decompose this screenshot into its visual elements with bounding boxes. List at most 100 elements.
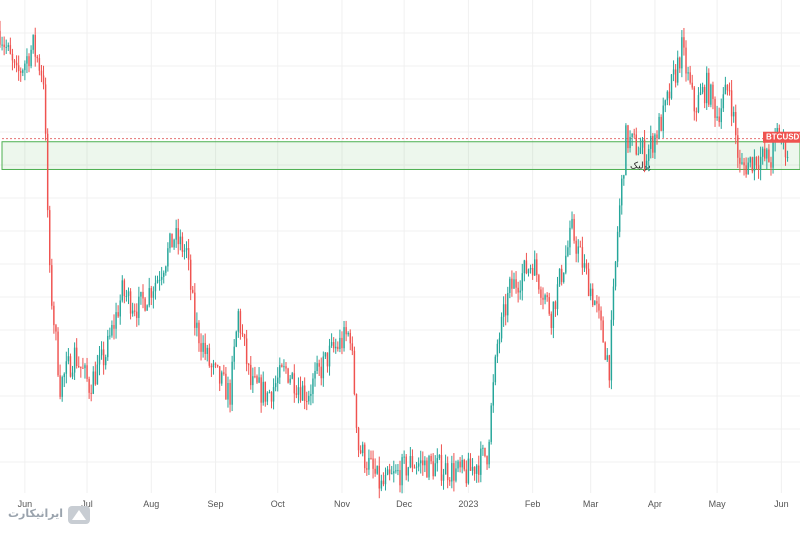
candle-up bbox=[409, 456, 412, 468]
candle-up bbox=[498, 338, 501, 344]
candle-up bbox=[442, 474, 445, 481]
price-tag: BTCUSDT bbox=[763, 131, 800, 143]
candle-up bbox=[650, 135, 652, 149]
candle-down bbox=[243, 334, 246, 339]
candle-up bbox=[185, 248, 188, 251]
candle-down bbox=[511, 278, 513, 289]
candle-up bbox=[32, 34, 34, 50]
candle-down bbox=[189, 259, 192, 290]
candle-down bbox=[478, 465, 480, 475]
logo-text: ایرانیکارت bbox=[8, 507, 63, 520]
candle-up bbox=[395, 470, 397, 472]
candle-down bbox=[42, 75, 45, 85]
candle-up bbox=[747, 162, 749, 175]
candle-down bbox=[486, 456, 488, 465]
candle-down bbox=[596, 301, 598, 304]
candle-down bbox=[353, 350, 356, 395]
candle-up bbox=[594, 301, 596, 306]
candle-up bbox=[324, 352, 327, 357]
candle-up bbox=[455, 468, 457, 481]
candle-up bbox=[623, 175, 625, 179]
candle-down bbox=[57, 331, 59, 376]
candle-up bbox=[121, 280, 124, 301]
x-axis: Jun Jul Aug Sep Oct Nov Dec 2023 Feb Mar Apr May Jun bbox=[18, 499, 789, 509]
candle-up bbox=[654, 134, 656, 153]
candle-up bbox=[699, 92, 702, 96]
candle-down bbox=[90, 392, 92, 394]
candle-up bbox=[165, 266, 167, 273]
candle-down bbox=[332, 342, 335, 349]
candle-down bbox=[351, 343, 354, 351]
candle-up bbox=[160, 276, 163, 280]
candle-down bbox=[51, 265, 53, 306]
candle-down bbox=[123, 280, 126, 297]
candle-down bbox=[194, 292, 196, 328]
candle-up bbox=[523, 260, 526, 274]
candle-down bbox=[517, 287, 519, 293]
candle-up bbox=[434, 463, 436, 477]
candle-down bbox=[426, 460, 428, 478]
candle-down bbox=[11, 53, 14, 61]
candle-up bbox=[393, 471, 395, 474]
candle-down bbox=[592, 288, 594, 306]
candle-up bbox=[666, 91, 669, 101]
candle-down bbox=[587, 268, 590, 297]
candle-down bbox=[768, 149, 770, 163]
candle-down bbox=[250, 364, 252, 386]
candle-up bbox=[111, 324, 113, 336]
candle-down bbox=[726, 84, 729, 91]
candle-up bbox=[556, 284, 559, 310]
candle-down bbox=[223, 372, 225, 374]
candle-down bbox=[364, 444, 366, 469]
candle-up bbox=[376, 465, 378, 474]
candle-down bbox=[102, 349, 105, 366]
candle-up bbox=[415, 466, 418, 468]
candle-down bbox=[144, 298, 146, 311]
candle-down bbox=[691, 82, 693, 88]
candle-down bbox=[581, 247, 584, 268]
candle-down bbox=[326, 352, 329, 367]
candle-down bbox=[177, 228, 179, 245]
candle-up bbox=[173, 239, 175, 248]
candle-up bbox=[368, 457, 370, 470]
candle-up bbox=[457, 461, 459, 469]
candle-up bbox=[500, 316, 503, 339]
candle-down bbox=[598, 303, 600, 311]
candle-down bbox=[633, 133, 635, 135]
candle-down bbox=[187, 248, 190, 260]
candle-down bbox=[306, 401, 308, 403]
candle-down bbox=[13, 60, 16, 63]
candle-down bbox=[743, 162, 745, 166]
candle-up bbox=[766, 149, 768, 159]
candle-down bbox=[17, 65, 20, 72]
candle-up bbox=[158, 279, 161, 281]
x-tick-label: Apr bbox=[648, 499, 662, 509]
candle-down bbox=[708, 72, 710, 105]
candle-down bbox=[239, 311, 242, 334]
candle-up bbox=[482, 447, 484, 449]
candle-up bbox=[759, 156, 762, 170]
candle-down bbox=[285, 366, 287, 369]
candle-up bbox=[610, 319, 613, 381]
candle-down bbox=[359, 450, 362, 454]
candle-down bbox=[382, 480, 385, 485]
candle-up bbox=[221, 372, 223, 384]
candle-down bbox=[465, 469, 468, 484]
candle-down bbox=[256, 376, 258, 383]
candle-down bbox=[739, 157, 741, 164]
candle-down bbox=[281, 365, 283, 367]
candle-up bbox=[589, 288, 592, 297]
candle-up bbox=[390, 473, 393, 475]
candle-up bbox=[183, 250, 186, 252]
candle-down bbox=[784, 134, 787, 158]
candle-up bbox=[724, 84, 727, 95]
candle-up bbox=[347, 332, 349, 335]
candle-down bbox=[712, 84, 714, 99]
candle-up bbox=[104, 357, 107, 366]
candle-up bbox=[428, 456, 430, 478]
candle-up bbox=[252, 376, 254, 386]
candle-up bbox=[131, 310, 134, 314]
logo-mark-shape bbox=[72, 510, 86, 520]
candle-up bbox=[283, 366, 285, 368]
